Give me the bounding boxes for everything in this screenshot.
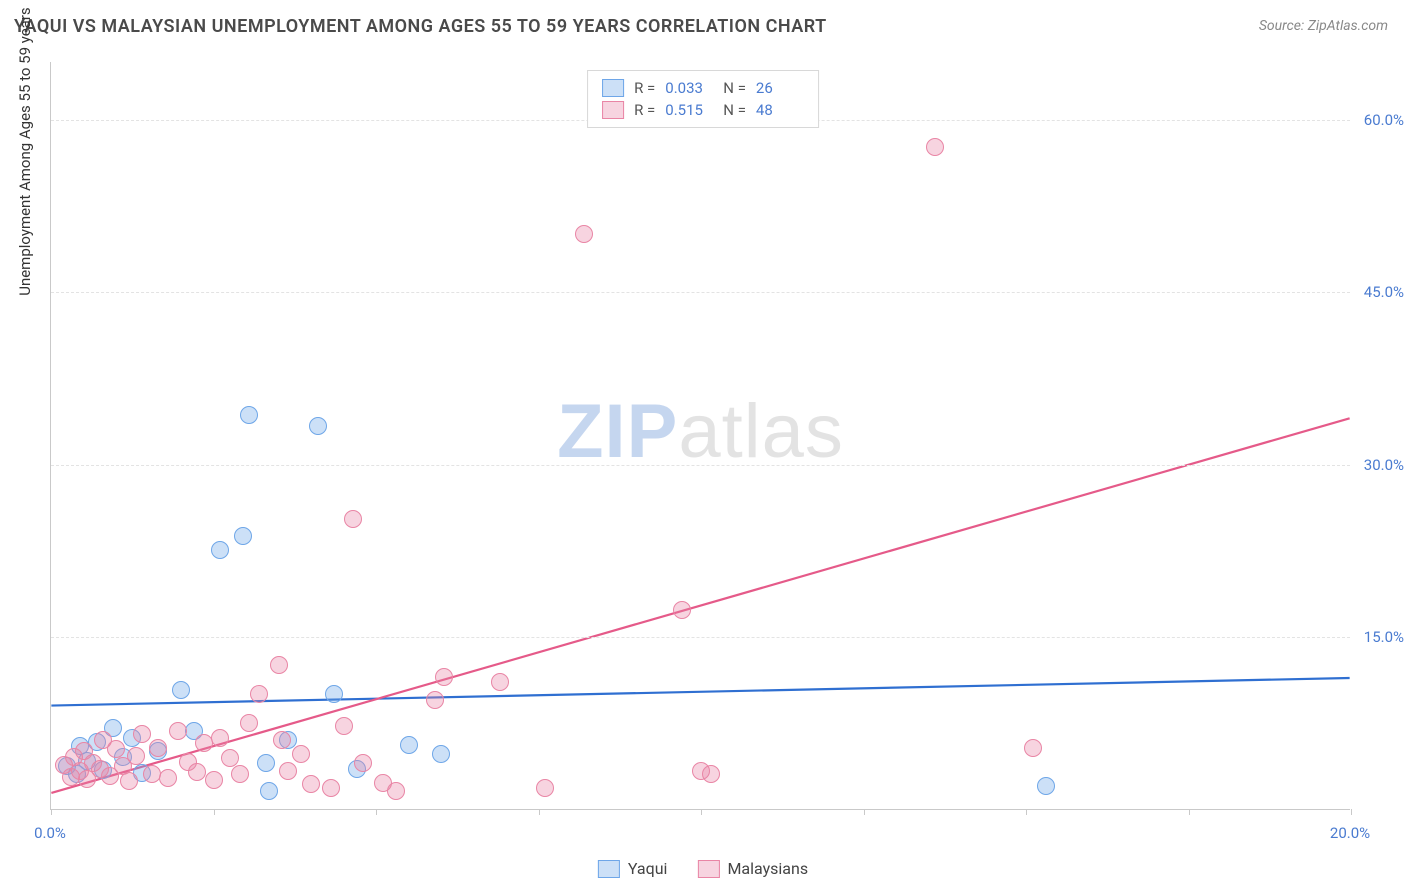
data-point [270, 656, 288, 674]
data-point [335, 717, 353, 735]
x-tick [51, 809, 52, 815]
data-point [575, 225, 593, 243]
y-tick-label: 30.0% [1364, 456, 1404, 474]
data-point [491, 673, 509, 691]
x-tick [1351, 809, 1352, 815]
y-tick-label: 45.0% [1364, 283, 1404, 301]
watermark: ZIPatlas [557, 388, 844, 475]
data-point [133, 725, 151, 743]
r-value: 0.515 [665, 101, 713, 119]
data-point [292, 745, 310, 763]
grid-line [51, 465, 1350, 466]
legend-swatch [697, 860, 719, 878]
data-point [240, 406, 258, 424]
data-point [221, 749, 239, 767]
data-point [279, 762, 297, 780]
data-point [344, 510, 362, 528]
y-axis-title: Unemployment Among Ages 55 to 59 years [16, 7, 34, 295]
x-tick [864, 809, 865, 815]
x-tick [1026, 809, 1027, 815]
x-tick [701, 809, 702, 815]
correlation-legend: R = 0.033 N = 26 R = 0.515 N = 48 [587, 70, 819, 128]
x-tick-label: 0.0% [34, 824, 66, 842]
data-point [273, 731, 291, 749]
data-point [702, 765, 720, 783]
legend-swatch [602, 79, 624, 97]
x-tick [376, 809, 377, 815]
data-point [1037, 777, 1055, 795]
series-legend: Yaqui Malaysians [598, 859, 808, 878]
r-label: R = [634, 79, 655, 97]
data-point [172, 681, 190, 699]
legend-swatch [602, 101, 624, 119]
source-attribution: Source: ZipAtlas.com [1259, 18, 1388, 34]
grid-line [51, 292, 1350, 293]
data-point [309, 417, 327, 435]
data-point [400, 736, 418, 754]
data-point [159, 769, 177, 787]
x-tick [214, 809, 215, 815]
n-value: 26 [756, 79, 804, 97]
data-point [260, 782, 278, 800]
data-point [211, 541, 229, 559]
data-point [250, 685, 268, 703]
data-point [107, 740, 125, 758]
data-point [205, 771, 223, 789]
legend-item: Malaysians [697, 859, 808, 878]
legend-label: Malaysians [727, 859, 808, 878]
y-tick-label: 15.0% [1364, 628, 1404, 646]
data-point [234, 527, 252, 545]
x-tick [1189, 809, 1190, 815]
data-point [426, 691, 444, 709]
data-point [926, 138, 944, 156]
x-tick-label: 20.0% [1330, 824, 1370, 842]
legend-swatch [598, 860, 620, 878]
data-point [1024, 739, 1042, 757]
legend-label: Yaqui [628, 859, 668, 878]
data-point [211, 729, 229, 747]
chart-title: YAQUI VS MALAYSIAN UNEMPLOYMENT AMONG AG… [14, 16, 827, 37]
data-point [435, 668, 453, 686]
y-tick-label: 60.0% [1364, 111, 1404, 129]
legend-stat-row: R = 0.515 N = 48 [588, 99, 818, 121]
data-point [143, 765, 161, 783]
legend-stat-row: R = 0.033 N = 26 [588, 77, 818, 99]
data-point [536, 779, 554, 797]
data-point [169, 722, 187, 740]
grid-line [51, 637, 1350, 638]
trend-line-malaysians [51, 418, 1349, 793]
data-point [127, 747, 145, 765]
n-value: 48 [756, 101, 804, 119]
n-label: N = [723, 79, 746, 97]
n-label: N = [723, 101, 746, 119]
r-label: R = [634, 101, 655, 119]
watermark-zip: ZIP [557, 389, 678, 474]
data-point [325, 685, 343, 703]
data-point [387, 782, 405, 800]
data-point [673, 601, 691, 619]
data-point [240, 714, 258, 732]
data-point [354, 754, 372, 772]
data-point [432, 745, 450, 763]
watermark-atlas: atlas [678, 389, 844, 474]
data-point [231, 765, 249, 783]
x-tick [539, 809, 540, 815]
trend-line-yaqui [51, 678, 1349, 706]
data-point [257, 754, 275, 772]
data-point [302, 775, 320, 793]
trend-lines [51, 62, 1350, 809]
data-point [149, 739, 167, 757]
data-point [120, 772, 138, 790]
chart-container: YAQUI VS MALAYSIAN UNEMPLOYMENT AMONG AG… [0, 0, 1406, 892]
r-value: 0.033 [665, 79, 713, 97]
data-point [322, 779, 340, 797]
legend-item: Yaqui [598, 859, 668, 878]
plot-area: ZIPatlas 15.0%30.0%45.0%60.0% [50, 62, 1350, 810]
